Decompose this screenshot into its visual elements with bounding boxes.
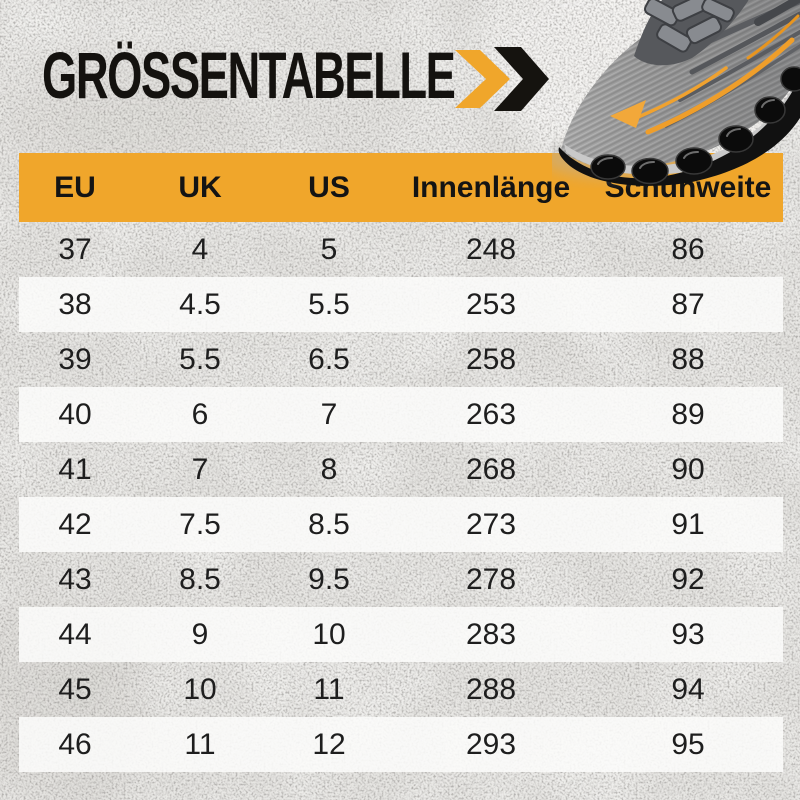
orange-streak [634, 66, 728, 120]
table-row: 39 5.5 6.5 258 88 [19, 332, 783, 387]
cell-schuhweite: 89 [671, 397, 705, 431]
cell-uk: 11 [184, 727, 216, 761]
table-row: 45 10 11 288 94 [19, 662, 783, 717]
cell-eu: 44 [58, 617, 92, 651]
table-row: 41 7 8 268 90 [19, 442, 783, 497]
size-table-body: 37 4 5 248 86 38 4.5 5.5 253 87 39 5.5 6… [19, 222, 783, 772]
chevron-black [494, 47, 549, 111]
cell-uk: 4 [191, 232, 209, 266]
cell-schuhweite: 93 [671, 617, 705, 651]
cell-us: 8.5 [308, 507, 350, 541]
page-title: GRÖSSENTABELLE [42, 39, 456, 113]
chevron-yellow [455, 50, 510, 108]
table-row: 44 9 10 283 93 [19, 607, 783, 662]
double-chevron-right-icon [455, 47, 549, 111]
table-row: 37 4 5 248 86 [19, 222, 783, 277]
table-row: 38 4.5 5.5 253 87 [19, 277, 783, 332]
column-header-us: US [308, 170, 350, 204]
cell-innenlaenge: 288 [465, 672, 517, 706]
cell-uk: 9 [191, 617, 209, 651]
cell-schuhweite: 91 [671, 507, 705, 541]
cell-innenlaenge: 273 [465, 507, 517, 541]
cell-uk: 7 [191, 452, 209, 486]
cell-innenlaenge: 258 [465, 342, 517, 376]
cell-eu: 39 [58, 342, 92, 376]
cell-us: 12 [312, 727, 346, 761]
cell-uk: 8.5 [179, 562, 221, 596]
cell-eu: 41 [58, 452, 92, 486]
table-row: 46 11 12 293 95 [19, 717, 783, 772]
cell-eu: 42 [58, 507, 92, 541]
shoe-product-photo [552, 0, 800, 186]
cell-us: 8 [320, 452, 338, 486]
cell-us: 5.5 [308, 287, 350, 321]
cell-us: 11 [313, 672, 345, 706]
cell-us: 9.5 [308, 562, 350, 596]
cell-schuhweite: 87 [671, 287, 705, 321]
cell-us: 6.5 [308, 342, 350, 376]
cell-eu: 43 [58, 562, 92, 596]
cell-schuhweite: 92 [671, 562, 705, 596]
size-table: EU UK US Innenlänge Schuhweite 37 4 5 24… [19, 153, 783, 772]
cell-us: 7 [320, 397, 338, 431]
cell-innenlaenge: 248 [465, 232, 517, 266]
cell-eu: 40 [58, 397, 92, 431]
column-header-eu: EU [54, 170, 96, 204]
cell-uk: 6 [191, 397, 209, 431]
cell-innenlaenge: 253 [465, 287, 517, 321]
table-row: 40 6 7 263 89 [19, 387, 783, 442]
cell-eu: 38 [58, 287, 92, 321]
cell-innenlaenge: 263 [465, 397, 517, 431]
cell-uk: 7.5 [179, 507, 221, 541]
cell-eu: 37 [58, 232, 92, 266]
sole-air-bubbles [590, 66, 800, 185]
column-header-innenlaenge: Innenlänge [411, 170, 571, 204]
cell-schuhweite: 90 [671, 452, 705, 486]
table-row: 42 7.5 8.5 273 91 [19, 497, 783, 552]
cell-us: 10 [312, 617, 346, 651]
cell-schuhweite: 95 [671, 727, 705, 761]
cell-innenlaenge: 268 [465, 452, 517, 486]
cell-schuhweite: 88 [671, 342, 705, 376]
orange-toe-swoosh [610, 100, 646, 128]
cell-uk: 5.5 [179, 342, 221, 376]
cell-innenlaenge: 293 [465, 727, 517, 761]
cell-schuhweite: 94 [671, 672, 705, 706]
cell-uk: 10 [183, 672, 217, 706]
orange-streak [746, 14, 800, 60]
cell-eu: 45 [58, 672, 92, 706]
cell-eu: 46 [58, 727, 92, 761]
cell-schuhweite: 86 [671, 232, 705, 266]
outsole [558, 76, 800, 186]
cell-uk: 4.5 [179, 287, 221, 321]
cell-innenlaenge: 283 [465, 617, 517, 651]
column-header-uk: UK [178, 170, 222, 204]
table-row: 43 8.5 9.5 278 92 [19, 552, 783, 607]
orange-streak [645, 37, 795, 135]
lace-straps [643, 0, 735, 53]
cell-innenlaenge: 278 [465, 562, 517, 596]
cell-us: 5 [320, 232, 338, 266]
